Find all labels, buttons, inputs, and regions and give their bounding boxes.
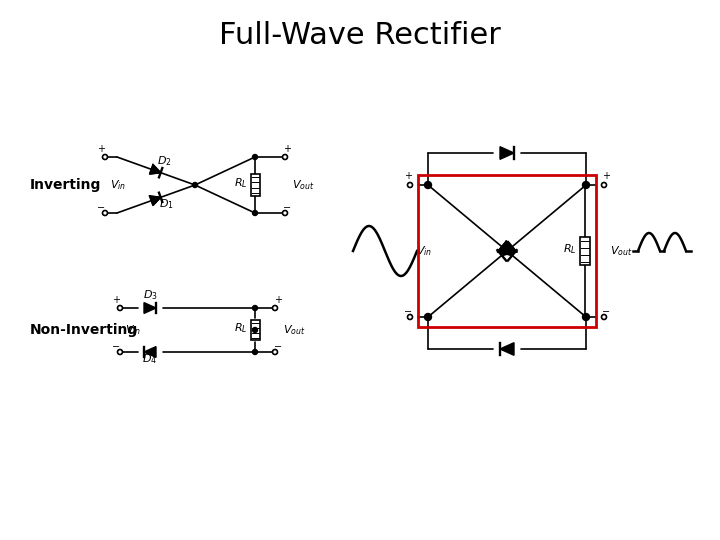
Text: −: − xyxy=(97,203,105,213)
Text: +: + xyxy=(404,171,412,181)
Circle shape xyxy=(272,349,277,354)
Circle shape xyxy=(253,154,258,159)
Circle shape xyxy=(117,306,122,310)
Text: Inverting: Inverting xyxy=(30,178,102,192)
Bar xyxy=(251,174,259,196)
Circle shape xyxy=(102,154,107,159)
Text: +: + xyxy=(274,295,282,305)
Polygon shape xyxy=(498,241,512,255)
Polygon shape xyxy=(150,196,161,205)
Circle shape xyxy=(117,349,122,354)
Bar xyxy=(580,237,590,265)
Circle shape xyxy=(102,211,107,215)
Circle shape xyxy=(425,181,431,188)
Text: $D_2$: $D_2$ xyxy=(157,154,171,168)
Polygon shape xyxy=(150,165,161,174)
Circle shape xyxy=(582,181,590,188)
Text: −: − xyxy=(274,342,282,352)
Text: $R_L$: $R_L$ xyxy=(234,176,248,190)
Text: +: + xyxy=(97,144,105,154)
Text: +: + xyxy=(602,171,610,181)
Text: −: − xyxy=(602,307,610,317)
Circle shape xyxy=(601,314,606,320)
Text: −: − xyxy=(404,307,412,317)
Circle shape xyxy=(425,314,431,321)
Text: $V_{out}$: $V_{out}$ xyxy=(292,178,315,192)
Polygon shape xyxy=(500,147,514,159)
Circle shape xyxy=(272,306,277,310)
Circle shape xyxy=(253,349,258,354)
Text: +: + xyxy=(112,295,120,305)
Circle shape xyxy=(282,211,287,215)
Circle shape xyxy=(408,314,413,320)
Bar xyxy=(251,320,259,340)
Circle shape xyxy=(582,314,590,321)
Text: $D_1$: $D_1$ xyxy=(158,197,174,211)
Text: $D_4$: $D_4$ xyxy=(143,352,158,366)
Text: $V_{in}$: $V_{in}$ xyxy=(125,323,141,337)
Text: $V_{out}$: $V_{out}$ xyxy=(283,323,305,337)
Text: −: − xyxy=(112,342,120,352)
Circle shape xyxy=(253,327,258,333)
Text: Full-Wave Rectifier: Full-Wave Rectifier xyxy=(219,21,501,50)
Text: $R_L$: $R_L$ xyxy=(234,321,248,335)
Text: $V_{out}$: $V_{out}$ xyxy=(610,244,633,258)
Circle shape xyxy=(253,306,258,310)
Text: $V_{in}$: $V_{in}$ xyxy=(110,178,126,192)
Circle shape xyxy=(601,183,606,187)
Text: +: + xyxy=(283,144,291,154)
Polygon shape xyxy=(144,302,156,313)
Polygon shape xyxy=(502,241,517,255)
Text: −: − xyxy=(283,203,291,213)
Circle shape xyxy=(192,183,197,187)
Polygon shape xyxy=(144,347,156,357)
Circle shape xyxy=(282,154,287,159)
Circle shape xyxy=(408,183,413,187)
Text: $D_3$: $D_3$ xyxy=(143,288,158,302)
Text: $R_L$: $R_L$ xyxy=(563,242,577,256)
Text: Non-Inverting: Non-Inverting xyxy=(30,323,138,337)
Bar xyxy=(418,175,596,327)
Text: $V_{in}$: $V_{in}$ xyxy=(416,244,432,258)
Circle shape xyxy=(253,211,258,215)
Polygon shape xyxy=(500,343,514,355)
